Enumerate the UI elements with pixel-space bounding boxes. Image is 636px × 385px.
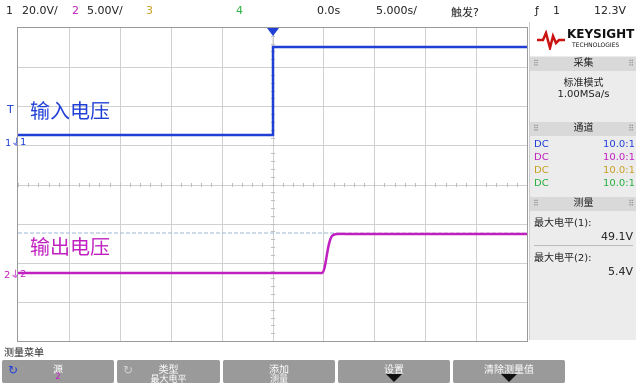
submenu-arrow-icon bbox=[501, 374, 517, 382]
source-softkey-value: 2 bbox=[55, 372, 61, 382]
trigger-level[interactable]: 12.3V bbox=[594, 4, 627, 17]
submenu-arrow-icon bbox=[386, 374, 402, 382]
clear-measurements-softkey[interactable]: 清除测量值 bbox=[453, 360, 565, 383]
acquisition-mode: 标准模式 bbox=[563, 78, 604, 89]
type-softkey-label: 类型 bbox=[158, 365, 179, 376]
ch2-ground-marker[interactable]: 2⏚ bbox=[4, 270, 21, 281]
softkey-menu: ↻ 源 2 ↻ 类型 最大电平 添加 测量 设置 清除测量值 bbox=[0, 358, 636, 385]
input-voltage-label: 输入电压 bbox=[30, 99, 110, 123]
ch1-coupling: DC bbox=[534, 139, 549, 150]
time-offset[interactable]: 0.0s bbox=[317, 4, 341, 17]
ch1-probe-ratio: 10.0:1 bbox=[603, 139, 635, 150]
ch3-number[interactable]: 3 bbox=[146, 4, 153, 17]
ch2-waveform bbox=[18, 232, 527, 275]
output-voltage-label: 输出电压 bbox=[30, 235, 110, 259]
settings-softkey-label: 设置 bbox=[384, 365, 404, 376]
add-measurement-softkey[interactable]: 添加 测量 bbox=[223, 360, 335, 385]
add-softkey-value: 测量 bbox=[269, 375, 288, 385]
ch1-waveform bbox=[18, 45, 527, 137]
type-softkey[interactable]: ↻ 类型 最大电平 bbox=[117, 360, 220, 385]
ch1-ground-marker[interactable]: 1⏚ bbox=[5, 138, 22, 149]
source-softkey[interactable]: ↻ 源 2 bbox=[2, 360, 114, 383]
measurement-2-value: 5.4V bbox=[607, 265, 633, 278]
type-softkey-value: 最大电平 bbox=[150, 375, 187, 385]
ch1-left-marker: 1 bbox=[20, 137, 26, 148]
timebase[interactable]: 5.000s/ bbox=[376, 4, 417, 17]
acquisition-header[interactable]: ⠿ 采集 ⠿ bbox=[530, 57, 636, 71]
status-bar: 1 20.0V/ 2 5.00V/ 3 4 0.0s 5.000s/ 触发? ƒ… bbox=[0, 0, 636, 22]
acquisition-header-label: 采集 bbox=[573, 58, 594, 69]
ch2-number[interactable]: 2 bbox=[72, 4, 79, 17]
rotate-knob-icon: ↻ bbox=[123, 363, 134, 377]
sample-rate: 1.00MSa/s bbox=[557, 89, 610, 100]
channels-header-label: 通道 bbox=[573, 123, 594, 134]
trigger-source[interactable]: 1 bbox=[553, 4, 560, 17]
measurement-1-label: 最大电平(1): bbox=[534, 218, 592, 229]
measurement-divider bbox=[534, 245, 633, 246]
ch4-number[interactable]: 4 bbox=[236, 4, 243, 17]
measurements-header[interactable]: ⠿ 测量 ⠿ bbox=[530, 197, 636, 211]
waveform-display[interactable]: 1 2 输入电压 输出电压 bbox=[17, 27, 528, 342]
settings-softkey[interactable]: 设置 bbox=[338, 360, 450, 383]
brand-logo: KEYSIGHT TECHNOLOGIES bbox=[530, 22, 636, 56]
ch2-probe-ratio: 10.0:1 bbox=[603, 152, 635, 163]
measurements-header-label: 测量 bbox=[573, 198, 594, 209]
ch4-probe-ratio: 10.0:1 bbox=[603, 178, 635, 189]
brand-sub: TECHNOLOGIES bbox=[572, 42, 620, 49]
trigger-edge-icon: ƒ bbox=[535, 4, 539, 17]
ch2-coupling: DC bbox=[534, 152, 549, 163]
trigger-state: 触发? bbox=[451, 6, 479, 19]
channels-header[interactable]: ⠿ 通道 ⠿ bbox=[530, 122, 636, 136]
ch2-left-marker: 2 bbox=[20, 269, 26, 280]
ch1-number[interactable]: 1 bbox=[6, 4, 13, 17]
clear-softkey-label: 清除测量值 bbox=[484, 365, 534, 376]
side-panel: KEYSIGHT TECHNOLOGIES ⠿ 采集 ⠿ 标准模式 1.00MS… bbox=[529, 22, 636, 340]
measurement-2-label: 最大电平(2): bbox=[534, 253, 592, 264]
brand-name: KEYSIGHT bbox=[567, 27, 635, 41]
rotate-knob-icon: ↻ bbox=[8, 363, 19, 377]
ch1-trigger-arrow-icon: T bbox=[7, 103, 14, 116]
measurement-1-value: 49.1V bbox=[600, 230, 633, 243]
ch4-coupling: DC bbox=[534, 178, 549, 189]
ch2-scale[interactable]: 5.00V/ bbox=[87, 4, 123, 17]
trigger-position-marker-icon bbox=[267, 28, 279, 36]
menu-title: 测量菜单 bbox=[4, 348, 44, 359]
keysight-logo-icon bbox=[537, 30, 565, 50]
ch3-probe-ratio: 10.0:1 bbox=[603, 165, 635, 176]
source-softkey-label: 源 bbox=[53, 365, 63, 376]
ch3-coupling: DC bbox=[534, 165, 549, 176]
add-softkey-label: 添加 bbox=[269, 365, 289, 376]
ch1-scale[interactable]: 20.0V/ bbox=[22, 4, 58, 17]
